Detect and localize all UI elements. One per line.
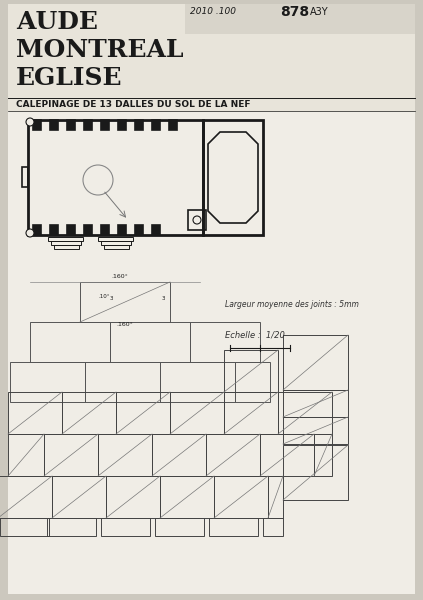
Bar [185, 4, 415, 34]
Bar [214, 476, 268, 518]
Bar [50, 120, 58, 130]
Bar [67, 120, 75, 130]
Bar [206, 434, 260, 476]
Bar [52, 476, 106, 518]
Bar [110, 322, 190, 362]
Bar [10, 362, 85, 402]
Text: 878: 878 [280, 5, 309, 19]
Text: Echelle :  1/20: Echelle : 1/20 [225, 330, 285, 339]
Text: CALEPINAGE DE 13 DALLES DU SOL DE LA NEF: CALEPINAGE DE 13 DALLES DU SOL DE LA NEF [16, 100, 250, 109]
Bar [263, 518, 283, 536]
Bar [84, 120, 92, 130]
Bar [116, 392, 170, 434]
Text: .160°: .160° [117, 322, 133, 327]
Bar [235, 362, 270, 402]
Bar [101, 241, 131, 245]
Bar [152, 225, 160, 235]
Circle shape [193, 216, 201, 224]
Bar [268, 476, 283, 518]
Bar [260, 434, 314, 476]
Text: AUDE: AUDE [16, 10, 98, 34]
Bar [8, 434, 44, 476]
Text: 3: 3 [162, 296, 165, 301]
Bar [0, 518, 49, 536]
Bar [104, 245, 129, 249]
Bar [209, 518, 258, 536]
Bar [98, 434, 152, 476]
Bar [283, 390, 348, 417]
Text: .10°: .10° [98, 294, 110, 299]
Bar [67, 225, 75, 235]
Text: A3Y: A3Y [310, 7, 329, 17]
Bar [0, 476, 52, 518]
Bar [224, 350, 278, 392]
Bar [30, 322, 110, 362]
Bar [118, 225, 126, 235]
Bar [203, 120, 263, 235]
Bar [8, 4, 415, 112]
Text: Largeur moyenne des joints : 5mm: Largeur moyenne des joints : 5mm [225, 300, 359, 309]
Text: 2010 .100: 2010 .100 [190, 7, 236, 16]
Circle shape [26, 118, 34, 126]
Bar [51, 241, 81, 245]
Bar [283, 417, 348, 444]
Bar [283, 335, 348, 390]
Bar [278, 392, 332, 434]
Bar [283, 445, 348, 500]
Bar [33, 120, 41, 130]
Bar [28, 120, 203, 235]
Bar [118, 120, 126, 130]
Bar [314, 434, 332, 476]
Bar [48, 237, 83, 241]
Bar [101, 225, 109, 235]
Bar [33, 225, 41, 235]
Bar [22, 167, 28, 187]
Bar [155, 518, 204, 536]
Bar [44, 434, 98, 476]
Text: 3: 3 [110, 296, 113, 301]
Text: MONTREAL: MONTREAL [16, 38, 184, 62]
Bar [152, 434, 206, 476]
Circle shape [26, 229, 34, 237]
Bar [135, 225, 143, 235]
Bar [160, 362, 235, 402]
Bar [190, 322, 260, 362]
Bar [106, 476, 160, 518]
Bar [47, 518, 96, 536]
Bar [80, 282, 170, 322]
Bar [101, 518, 150, 536]
Text: .160°: .160° [112, 274, 128, 279]
Bar [62, 392, 116, 434]
Bar [85, 362, 160, 402]
Bar [8, 392, 62, 434]
Bar [101, 120, 109, 130]
Text: EGLISE: EGLISE [16, 66, 123, 90]
Bar [170, 392, 224, 434]
Bar [169, 120, 177, 130]
Bar [98, 237, 133, 241]
Bar [54, 245, 79, 249]
Bar [188, 210, 206, 230]
Bar [135, 120, 143, 130]
Bar [152, 120, 160, 130]
Bar [84, 225, 92, 235]
Bar [50, 225, 58, 235]
Bar [160, 476, 214, 518]
Bar [224, 392, 278, 434]
